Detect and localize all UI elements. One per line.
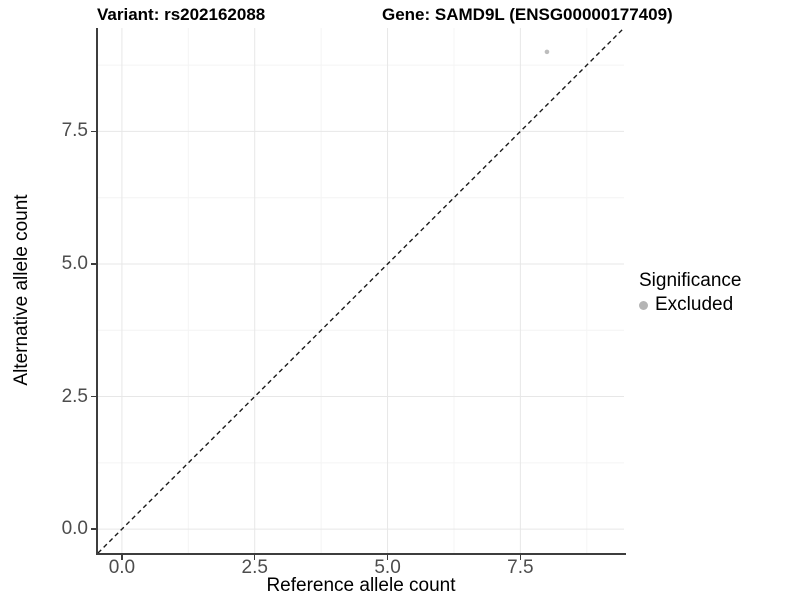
legend-entry-excluded: Excluded <box>639 294 741 316</box>
y-tick-label: 2.5 <box>61 385 88 407</box>
x-axis-title: Reference allele count <box>266 575 456 596</box>
legend-entry-label: Excluded <box>655 294 734 315</box>
x-tick-label: 0.0 <box>108 557 136 578</box>
x-tick-label: 5.0 <box>374 557 401 578</box>
x-tick-mark <box>386 555 389 560</box>
x-tick-mark <box>519 555 522 560</box>
y-tick-mark <box>91 395 96 398</box>
legend: Significance Excluded <box>639 270 741 316</box>
y-tick-label: 7.5 <box>61 120 88 142</box>
y-tick-mark <box>91 130 96 133</box>
legend-point-icon <box>639 300 648 310</box>
identity-line <box>98 28 624 553</box>
plot-title-variant: Variant: rs202162088 <box>97 5 266 24</box>
plot-panel <box>98 28 624 553</box>
data-point <box>544 49 550 55</box>
y-tick-mark <box>91 263 96 265</box>
x-tick-label: 7.5 <box>507 557 534 578</box>
x-tick-mark <box>253 555 256 560</box>
y-tick-label: 0.0 <box>61 518 88 540</box>
x-tick-label: 2.5 <box>241 557 268 578</box>
plot-title-gene: Gene: SAMD9L (ENSG00000177409) <box>382 5 673 24</box>
plot-area-svg <box>98 28 624 553</box>
y-axis-line <box>96 28 98 555</box>
y-axis-title: Alternative allele count <box>11 194 32 386</box>
y-tick-label: 5.0 <box>61 252 88 274</box>
legend-title: Significance <box>639 270 742 291</box>
y-tick-mark <box>91 528 96 530</box>
x-tick-mark <box>121 555 123 560</box>
x-axis-line <box>96 553 626 555</box>
